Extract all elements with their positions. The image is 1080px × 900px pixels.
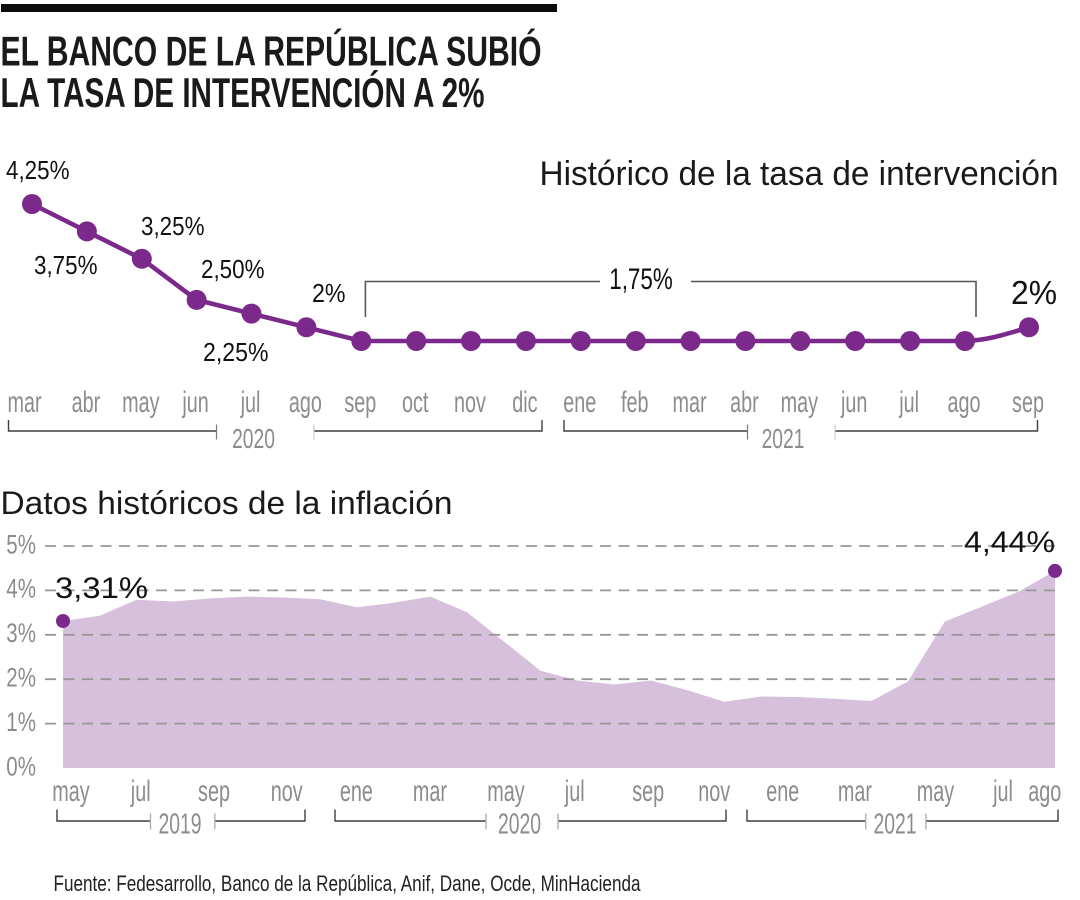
svg-text:may: may	[122, 386, 160, 419]
svg-text:mar: mar	[413, 775, 448, 808]
svg-text:LA TASA DE INTERVENCIÓN A 2%: LA TASA DE INTERVENCIÓN A 2%	[1, 68, 485, 116]
svg-text:abr: abr	[730, 386, 759, 419]
svg-text:mar: mar	[7, 386, 42, 419]
svg-text:ene: ene	[766, 775, 799, 808]
svg-text:Datos históricos de la inflaci: Datos históricos de la inflación	[1, 485, 453, 521]
svg-text:2020: 2020	[232, 425, 275, 455]
svg-text:2%: 2%	[6, 663, 36, 693]
svg-text:2021: 2021	[762, 425, 805, 455]
svg-text:mar: mar	[838, 775, 873, 808]
svg-text:may: may	[487, 775, 525, 808]
svg-text:1%: 1%	[6, 707, 36, 737]
svg-text:2021: 2021	[873, 809, 916, 841]
svg-text:ago: ago	[1028, 775, 1061, 808]
svg-text:may: may	[52, 775, 90, 808]
svg-text:4%: 4%	[6, 574, 36, 604]
svg-text:5%: 5%	[6, 530, 36, 560]
svg-text:EL BANCO DE LA REPÚBLICA SUBIÓ: EL BANCO DE LA REPÚBLICA SUBIÓ	[1, 27, 542, 75]
svg-text:4,25%: 4,25%	[6, 155, 70, 185]
svg-text:3,75%: 3,75%	[34, 250, 98, 280]
svg-text:2,25%: 2,25%	[203, 337, 269, 367]
svg-text:abr: abr	[72, 386, 101, 419]
svg-text:jul: jul	[564, 775, 585, 808]
svg-text:ago: ago	[947, 386, 980, 419]
svg-text:2019: 2019	[158, 809, 201, 841]
svg-text:sep: sep	[632, 775, 664, 808]
svg-text:feb: feb	[621, 386, 649, 419]
svg-text:1,75%: 1,75%	[609, 263, 673, 296]
svg-text:mar: mar	[673, 386, 708, 419]
svg-text:jun: jun	[840, 386, 867, 419]
svg-text:Histórico de la tasa de interv: Histórico de la tasa de intervención	[540, 155, 1059, 193]
svg-text:2020: 2020	[498, 809, 541, 841]
svg-text:jul: jul	[992, 775, 1013, 808]
svg-text:2%: 2%	[312, 278, 346, 308]
svg-text:jul: jul	[130, 775, 151, 808]
svg-text:3,31%: 3,31%	[55, 572, 148, 605]
svg-text:sep: sep	[1012, 386, 1044, 419]
svg-text:ene: ene	[340, 775, 373, 808]
svg-text:0%: 0%	[6, 752, 36, 782]
svg-text:sep: sep	[344, 386, 376, 419]
svg-text:dic: dic	[512, 386, 538, 419]
svg-text:nov: nov	[271, 775, 303, 808]
svg-text:nov: nov	[698, 775, 730, 808]
svg-text:ene: ene	[563, 386, 596, 419]
svg-text:ago: ago	[289, 386, 322, 419]
svg-text:jul: jul	[240, 386, 261, 419]
svg-text:jun: jun	[182, 386, 209, 419]
svg-text:may: may	[917, 775, 955, 808]
svg-text:sep: sep	[198, 775, 230, 808]
svg-text:jul: jul	[898, 386, 919, 419]
svg-text:oct: oct	[402, 386, 428, 419]
svg-text:3%: 3%	[6, 618, 36, 648]
svg-text:4,44%: 4,44%	[964, 526, 1055, 559]
svg-text:Fuente: Fedesarrollo, Banco de: Fuente: Fedesarrollo, Banco de la Repúbl…	[54, 871, 642, 896]
svg-text:2%: 2%	[1011, 274, 1057, 311]
svg-text:nov: nov	[454, 386, 486, 419]
svg-text:may: may	[781, 386, 819, 419]
svg-text:2,50%: 2,50%	[201, 254, 265, 284]
svg-text:3,25%: 3,25%	[141, 211, 205, 241]
